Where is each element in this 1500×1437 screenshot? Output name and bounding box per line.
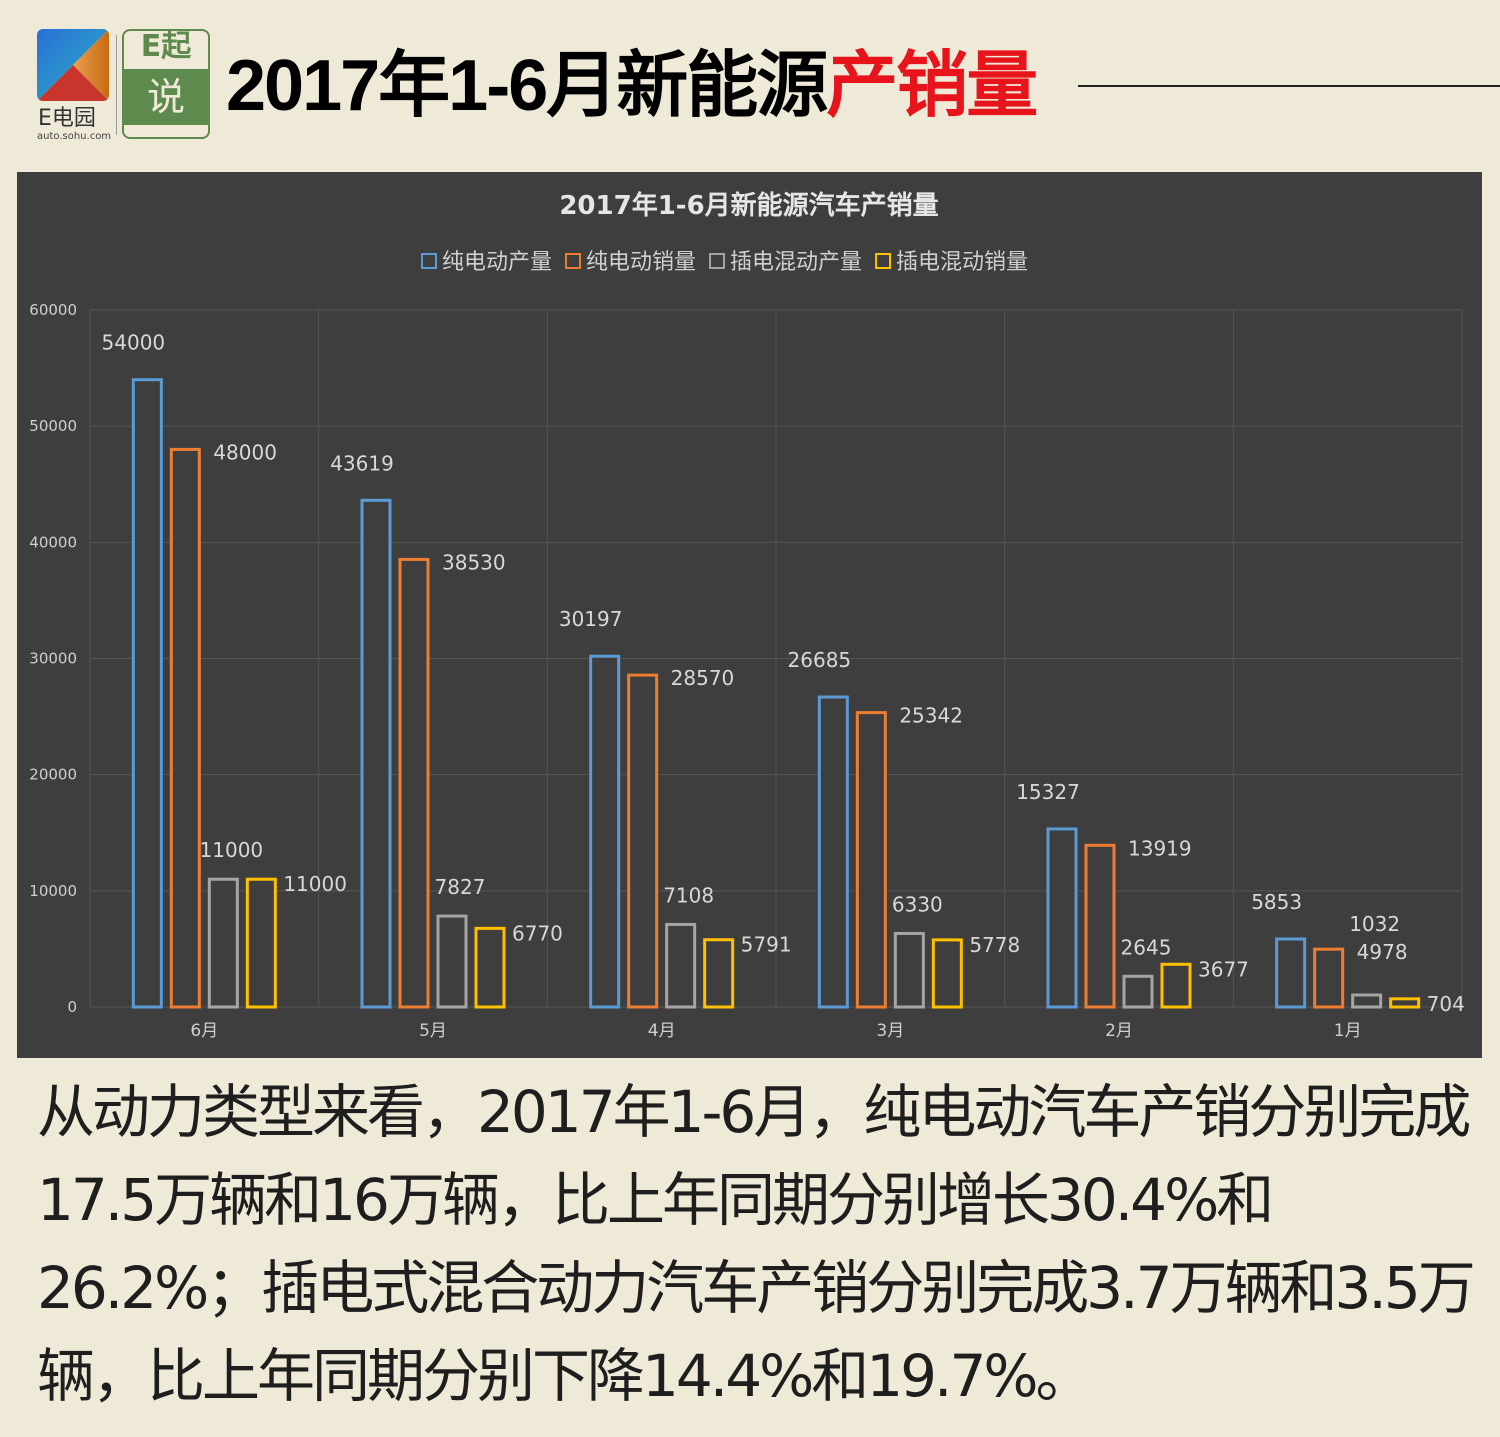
data-label: 4978 <box>1357 940 1408 964</box>
legend-label: 插电混动销量 <box>896 250 1028 275</box>
legend-swatch <box>709 253 726 269</box>
data-label: 6330 <box>892 892 943 916</box>
data-label: 43619 <box>330 451 394 475</box>
bar-插电混动产量 <box>1122 974 1154 1009</box>
data-label: 3677 <box>1198 957 1249 981</box>
legend-swatch <box>565 253 582 269</box>
bar-插电混动产量 <box>1351 993 1383 1009</box>
bar-纯电动产量 <box>131 378 163 1009</box>
title-black: 2017年1-6月新能源 <box>226 46 828 126</box>
data-label: 26685 <box>788 648 852 672</box>
data-label: 30197 <box>559 607 623 631</box>
legend-label: 纯电动销量 <box>586 250 696 275</box>
data-label: 11000 <box>200 838 264 862</box>
data-label: 38530 <box>442 550 506 574</box>
data-label: 13919 <box>1128 836 1192 860</box>
bar-插电混动产量 <box>665 922 697 1009</box>
data-label: 25342 <box>899 704 963 728</box>
y-tick-label: 20000 <box>29 766 77 784</box>
x-tick-label: 3月 <box>876 1021 904 1041</box>
logo2-top: E起 <box>124 32 208 62</box>
legend-label: 插电混动产量 <box>730 250 862 275</box>
logo2-mid: 说 <box>124 69 208 125</box>
data-label: 1032 <box>1349 912 1400 936</box>
y-tick-label: 0 <box>67 998 77 1016</box>
data-label: 48000 <box>213 440 277 464</box>
bar-纯电动销量 <box>855 711 887 1009</box>
x-tick-label: 2月 <box>1105 1021 1133 1041</box>
data-label: 28570 <box>671 666 735 690</box>
y-tick-label: 50000 <box>29 417 77 435</box>
legend-swatch <box>875 253 892 269</box>
chart-panel: 2017年1-6月新能源汽车产销量纯电动产量 纯电动销量 插电混动产量 插电混动销量 0… <box>17 172 1482 1058</box>
logo-divider <box>116 35 117 135</box>
body-text: 从动力类型来看，2017年1-6月，纯电动汽车产销分别完成17.5万辆和16万辆… <box>37 1078 1476 1410</box>
bar-纯电动产量 <box>360 498 392 1009</box>
data-label: 7108 <box>663 883 714 907</box>
x-tick-label: 6月 <box>190 1021 218 1041</box>
legend-swatch <box>421 253 437 269</box>
bar-纯电动产量 <box>1046 827 1078 1009</box>
bar-插电混动销量 <box>931 938 963 1009</box>
eqishuo-logo: E起 说 <box>122 29 210 139</box>
bar-插电混动销量 <box>245 877 277 1009</box>
data-label: 704 <box>1427 992 1465 1016</box>
bar-纯电动销量 <box>1084 843 1116 1009</box>
page-title: 2017年1-6月新能源产销量 <box>226 44 1038 128</box>
y-tick-label: 40000 <box>29 533 77 551</box>
bar-插电混动销量 <box>1160 962 1192 1009</box>
bar-插电混动销量 <box>703 938 735 1009</box>
y-tick-label: 10000 <box>29 882 77 900</box>
legend-label: 纯电动产量 <box>442 250 552 275</box>
bar-插电混动销量 <box>1389 997 1421 1009</box>
data-label: 2645 <box>1121 935 1172 959</box>
x-tick-label: 1月 <box>1334 1021 1362 1041</box>
bar-纯电动销量 <box>627 673 659 1009</box>
bar-插电混动产量 <box>436 914 468 1009</box>
y-tick-label: 30000 <box>29 650 77 668</box>
bar-插电混动产量 <box>893 931 925 1009</box>
data-label: 5853 <box>1251 890 1302 914</box>
bar-纯电动产量 <box>1275 937 1307 1009</box>
bar-纯电动产量 <box>589 654 621 1009</box>
bar-插电混动销量 <box>474 926 506 1009</box>
data-label: 5791 <box>741 933 792 957</box>
data-label: 11000 <box>283 872 347 896</box>
bar-纯电动销量 <box>1313 947 1345 1009</box>
data-label: 54000 <box>102 331 166 355</box>
title-rule <box>1078 85 1500 87</box>
bar-插电混动产量 <box>207 877 239 1009</box>
logo-text: E电园 <box>38 106 96 131</box>
title-red: 产销量 <box>826 46 1038 126</box>
chart-title: 2017年1-6月新能源汽车产销量 <box>559 190 938 221</box>
data-label: 15327 <box>1016 780 1080 804</box>
data-label: 5778 <box>969 933 1020 957</box>
logo-subtext: auto.sohu.com <box>37 131 112 142</box>
x-tick-label: 4月 <box>648 1021 676 1041</box>
x-tick-label: 5月 <box>419 1021 447 1041</box>
e-dianyuan-logo <box>37 29 109 101</box>
bar-纯电动销量 <box>169 447 201 1009</box>
data-label: 7827 <box>435 875 486 899</box>
bar-纯电动销量 <box>398 557 430 1009</box>
y-tick-label: 60000 <box>29 301 77 319</box>
bar-纯电动产量 <box>817 695 849 1009</box>
data-label: 6770 <box>512 921 563 945</box>
